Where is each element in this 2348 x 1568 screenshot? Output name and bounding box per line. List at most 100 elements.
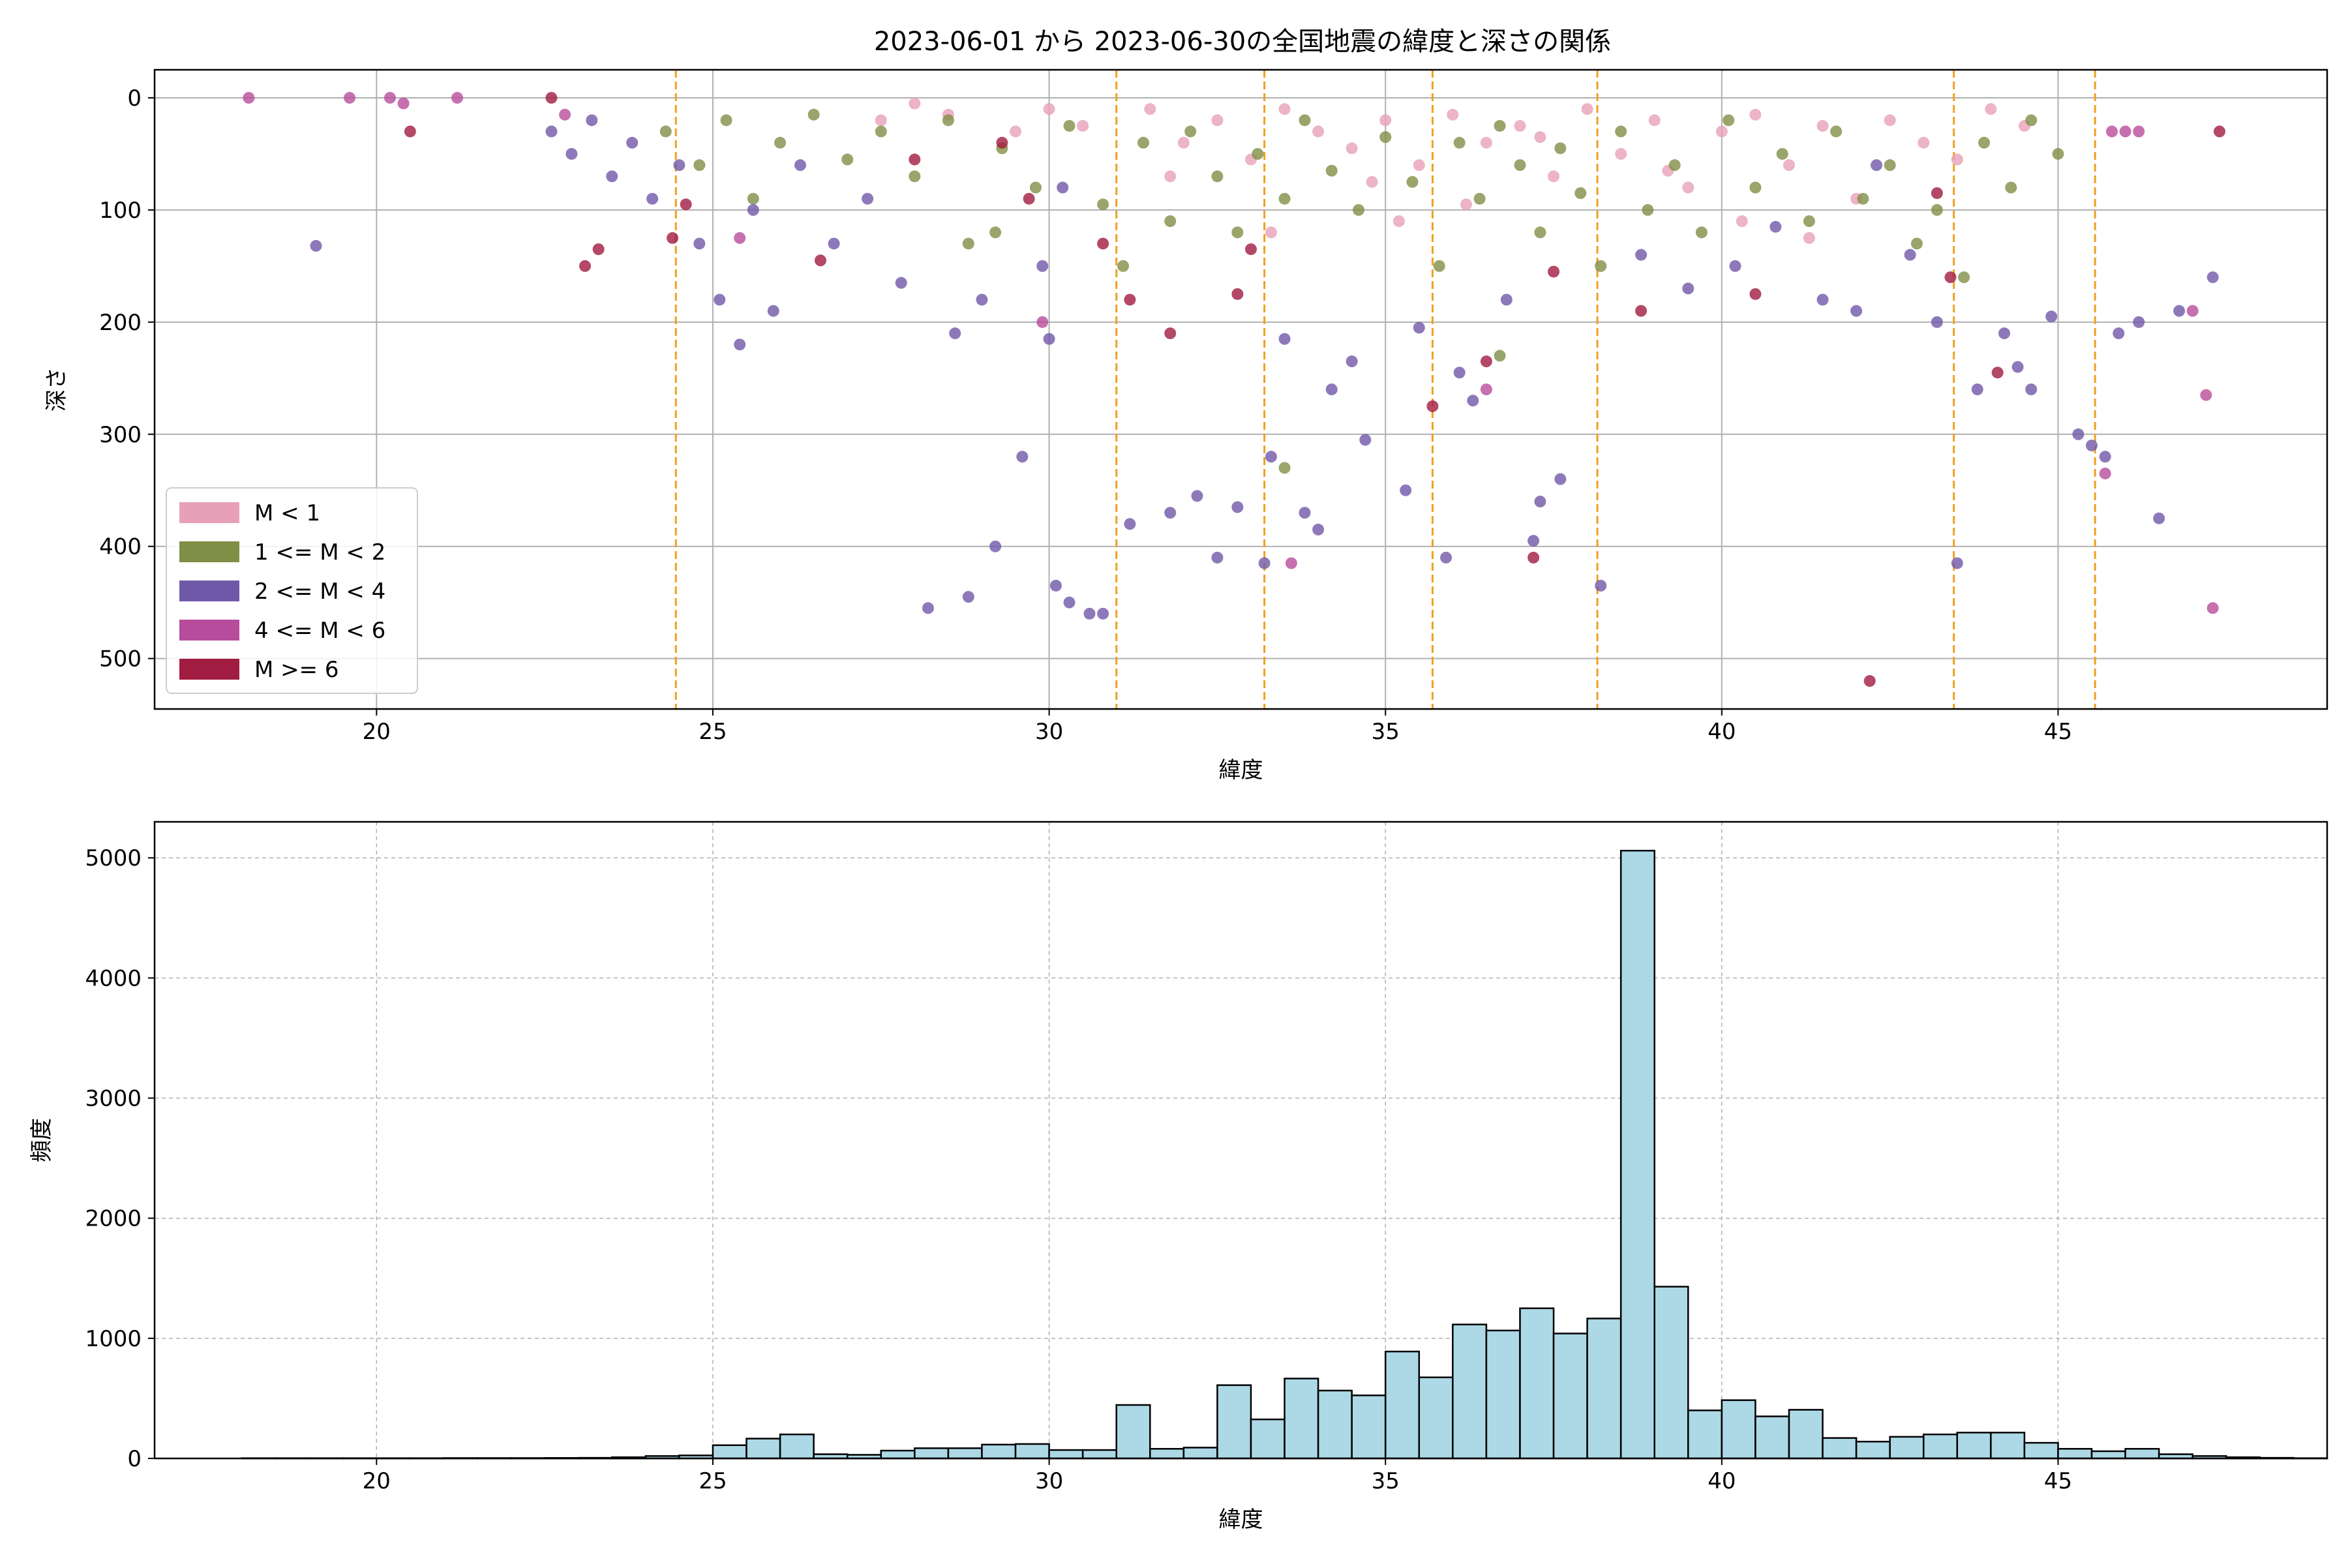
scatter-point [667, 232, 678, 244]
scatter-point [1904, 249, 1916, 261]
histogram-bar [1554, 1333, 1588, 1458]
histogram-bar [1083, 1450, 1117, 1458]
histogram-bar [982, 1445, 1016, 1458]
scatter-point [579, 260, 591, 272]
scatter-point [747, 204, 759, 216]
scatter-point [1749, 288, 1761, 300]
scatter-point [1696, 226, 1708, 238]
scatter-point [1400, 485, 1411, 496]
scatter-point [1682, 282, 1694, 294]
histogram-bar [1385, 1351, 1419, 1458]
histogram-bar [1285, 1379, 1319, 1458]
histogram-x-tick-label: 35 [1372, 1468, 1400, 1494]
scatter-point [2106, 126, 2118, 138]
scatter-point [875, 114, 887, 126]
scatter-point [1958, 271, 1970, 283]
legend-label: M < 1 [254, 500, 320, 526]
scatter-point [545, 92, 557, 104]
scatter-point [1124, 518, 1136, 530]
scatter-point [989, 541, 1001, 552]
scatter-point [1279, 193, 1291, 205]
scatter-x-tick-label: 40 [1708, 719, 1736, 745]
histogram-bar [1655, 1287, 1689, 1458]
scatter-y-tick-label: 0 [127, 85, 142, 112]
histogram-bar [1318, 1391, 1352, 1458]
scatter-point [1211, 552, 1223, 564]
scatter-point [1191, 490, 1203, 502]
scatter-point [1164, 327, 1176, 339]
scatter-point [1164, 507, 1176, 519]
scatter-point [1097, 237, 1109, 249]
scatter-point [1972, 384, 1983, 395]
scatter-x-tick-label: 45 [2044, 719, 2072, 745]
scatter-point [1769, 221, 1781, 233]
scatter-point [1931, 187, 1943, 199]
histogram-bar [1016, 1444, 1049, 1458]
histogram-bar [2092, 1451, 2126, 1458]
scatter-point [734, 232, 745, 244]
histogram-x-axis-label: 緯度 [1219, 1507, 1263, 1533]
scatter-point [1393, 215, 1405, 227]
scatter-point [1729, 260, 1741, 272]
scatter-point [976, 294, 987, 305]
legend-swatch [179, 502, 239, 523]
scatter-point [626, 137, 638, 149]
scatter-point [1554, 142, 1566, 154]
scatter-point [1164, 170, 1176, 182]
scatter-point [593, 243, 605, 255]
scatter-point [1548, 170, 1559, 182]
scatter-point [404, 126, 416, 138]
scatter-y-tick-label: 100 [99, 198, 142, 224]
scatter-point [660, 126, 672, 138]
scatter-point [862, 193, 873, 205]
scatter-point [545, 126, 557, 138]
scatter-axes-frame [155, 70, 2327, 709]
scatter-point [2012, 361, 2024, 373]
scatter-point [1857, 193, 1869, 205]
scatter-point [949, 327, 961, 339]
scatter-point [815, 254, 826, 266]
scatter-point [1030, 182, 1042, 194]
scatter-point [1252, 148, 1263, 160]
histogram-bar [780, 1434, 814, 1458]
legend-swatch [179, 659, 239, 680]
scatter-point [774, 137, 786, 149]
scatter-point [1494, 350, 1506, 361]
scatter-point [996, 137, 1008, 149]
scatter-point [1501, 294, 1513, 305]
scatter-point [1346, 355, 1358, 367]
histogram-bar [1789, 1410, 1823, 1458]
scatter-point [1528, 535, 1539, 547]
histogram-bar [1890, 1437, 1924, 1458]
scatter-point [1615, 126, 1627, 138]
scatter-point [1064, 597, 1076, 609]
histogram-x-tick-label: 25 [699, 1468, 727, 1494]
scatter-point [1137, 137, 1149, 149]
scatter-point [2025, 114, 2037, 126]
histogram-grid [155, 822, 2327, 1458]
scatter-point [586, 114, 597, 126]
scatter-point [565, 148, 577, 160]
scatter-point [2173, 305, 2185, 317]
scatter-point [1998, 327, 2010, 339]
scatter-point [1279, 462, 1291, 474]
scatter-point [1077, 120, 1089, 132]
scatter-point [1554, 474, 1566, 485]
histogram-bar [1049, 1450, 1083, 1458]
scatter-point [398, 98, 410, 110]
scatter-point [1871, 159, 1882, 171]
scatter-point [1635, 305, 1647, 317]
histogram-bar [2024, 1443, 2058, 1458]
scatter-point [1978, 137, 1990, 149]
scatter-point [747, 193, 759, 205]
scatter-point [1366, 176, 1378, 188]
scatter-point [310, 240, 322, 252]
scatter-point [1164, 215, 1176, 227]
scatter-y-tick-label: 400 [99, 534, 142, 560]
scatter-point [1434, 260, 1445, 272]
scatter-point [1064, 120, 1076, 132]
scatter-point [1379, 131, 1391, 143]
